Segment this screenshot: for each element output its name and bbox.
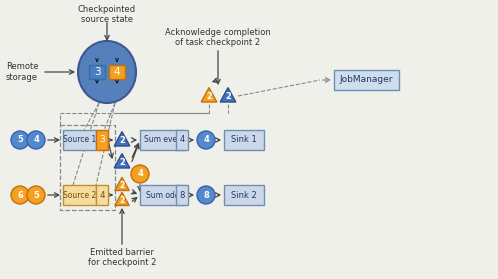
FancyBboxPatch shape — [224, 185, 264, 205]
Text: Checkpointed
source state: Checkpointed source state — [78, 5, 136, 24]
Text: Acknowledge completion
of task checkpoint 2: Acknowledge completion of task checkpoin… — [165, 28, 271, 47]
Text: 2: 2 — [119, 136, 125, 145]
FancyBboxPatch shape — [224, 130, 264, 150]
Text: 4: 4 — [137, 170, 143, 179]
FancyBboxPatch shape — [89, 65, 105, 79]
Text: 2: 2 — [119, 158, 125, 167]
Polygon shape — [114, 154, 130, 168]
Ellipse shape — [78, 41, 136, 103]
Text: Source 2: Source 2 — [63, 191, 96, 199]
FancyBboxPatch shape — [63, 130, 96, 150]
FancyBboxPatch shape — [96, 185, 108, 205]
Circle shape — [27, 131, 45, 149]
Text: 3: 3 — [94, 67, 100, 77]
FancyBboxPatch shape — [140, 130, 185, 150]
Circle shape — [11, 186, 29, 204]
Text: 4: 4 — [114, 67, 121, 77]
Text: 2: 2 — [206, 92, 212, 101]
Text: 4: 4 — [99, 191, 105, 199]
Circle shape — [131, 165, 149, 183]
Text: 5: 5 — [17, 136, 23, 145]
FancyBboxPatch shape — [176, 185, 188, 205]
Circle shape — [27, 186, 45, 204]
Text: 8: 8 — [203, 191, 209, 199]
Text: 4: 4 — [203, 136, 209, 145]
Circle shape — [197, 131, 215, 149]
Circle shape — [11, 131, 29, 149]
Text: Sum odd: Sum odd — [145, 191, 179, 199]
FancyBboxPatch shape — [140, 185, 185, 205]
Text: 4: 4 — [179, 136, 185, 145]
Text: 3: 3 — [99, 136, 105, 145]
FancyBboxPatch shape — [109, 65, 125, 79]
Polygon shape — [115, 177, 129, 191]
Text: JobManager: JobManager — [340, 76, 393, 85]
Circle shape — [197, 186, 215, 204]
Text: 2: 2 — [225, 92, 231, 101]
FancyBboxPatch shape — [63, 185, 96, 205]
Text: 6: 6 — [17, 191, 23, 199]
Text: 2: 2 — [120, 181, 124, 190]
Text: 5: 5 — [33, 191, 39, 199]
FancyBboxPatch shape — [334, 70, 399, 90]
Text: 8: 8 — [179, 191, 185, 199]
Text: Sink 1: Sink 1 — [231, 136, 257, 145]
Text: 4: 4 — [33, 136, 39, 145]
Text: Sum even: Sum even — [143, 136, 181, 145]
Polygon shape — [220, 88, 236, 102]
Polygon shape — [115, 192, 129, 206]
Text: Remote
storage: Remote storage — [6, 62, 38, 82]
FancyBboxPatch shape — [96, 130, 108, 150]
FancyBboxPatch shape — [176, 130, 188, 150]
Polygon shape — [114, 132, 130, 146]
Text: Source 1: Source 1 — [63, 136, 96, 145]
Text: Sink 2: Sink 2 — [231, 191, 257, 199]
Text: 2: 2 — [120, 196, 124, 205]
Polygon shape — [201, 88, 217, 102]
Text: Emitted barrier
for checkpoint 2: Emitted barrier for checkpoint 2 — [88, 248, 156, 267]
